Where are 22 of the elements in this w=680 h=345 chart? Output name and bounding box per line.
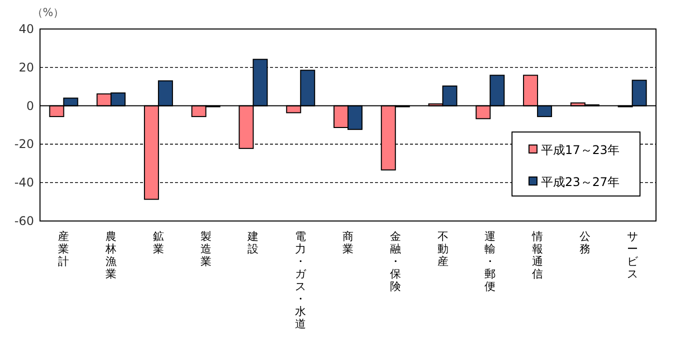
x-tick-label: 金融・保険: [390, 230, 401, 293]
y-tick-label: 40: [18, 22, 34, 36]
y-tick-label: 20: [18, 60, 34, 74]
y-tick-label: -20: [14, 137, 34, 152]
x-tick-label: 産業計: [58, 230, 70, 268]
x-tick-label: 農林漁業: [104, 230, 117, 280]
x-tick-label: サービス: [626, 230, 639, 280]
x-tick-label: 建設: [246, 230, 259, 256]
x-tick-label: 製造業: [200, 230, 212, 268]
x-tick-label: 運輸・郵便: [484, 230, 496, 293]
x-tick-label: 情報通信: [531, 230, 544, 280]
x-tick-label: 公務: [579, 230, 590, 256]
y-tick-label: -40: [14, 176, 34, 190]
x-tick-label: 電力・ガス・水道: [295, 230, 308, 330]
legend-label: 平成17～23年: [541, 143, 620, 157]
y-tick-label: 0: [26, 98, 34, 113]
x-tick-label: 鉱業: [152, 230, 164, 256]
x-tick-label: 不動産: [437, 230, 448, 268]
y-tick-label: -60: [14, 214, 34, 228]
x-tick-label: 商業: [342, 230, 354, 256]
legend-label: 平成23～27年: [541, 175, 620, 189]
y-axis-title: （%）: [32, 6, 64, 19]
